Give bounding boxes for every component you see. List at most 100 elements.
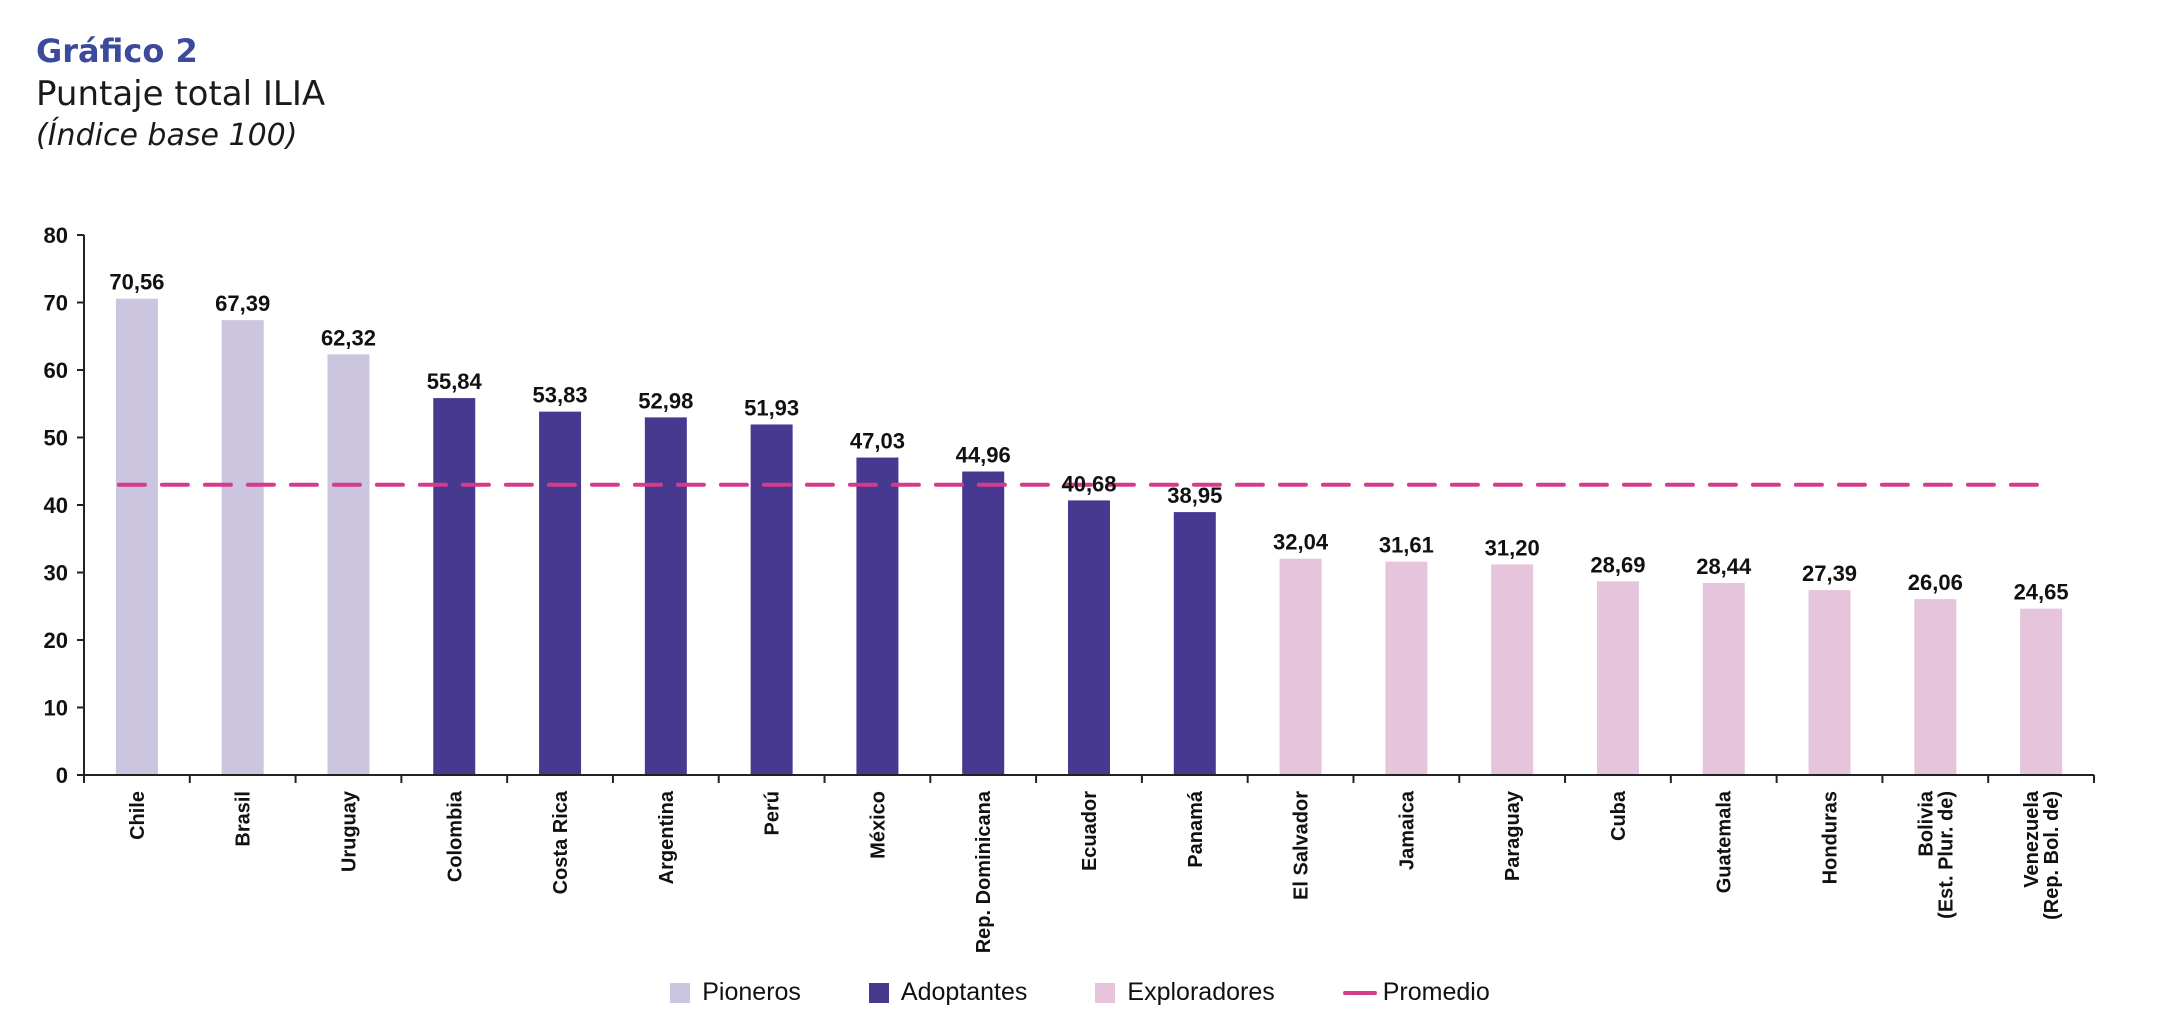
bar-chile (115, 298, 158, 775)
y-tick-label: 60 (44, 358, 68, 383)
category-label: Brasil (233, 791, 255, 847)
bar-colombia (433, 398, 476, 775)
x-tick-label: Honduras (1820, 791, 1842, 884)
value-label: 31,20 (1485, 535, 1540, 560)
y-tick-label: 40 (44, 493, 68, 518)
bar-honduras (1808, 590, 1851, 775)
bar-guatemala (1702, 583, 1745, 775)
category-label: Jamaica (1396, 790, 1418, 870)
x-tick-label: Rep. Dominicana (973, 790, 995, 953)
bar-panam- (1173, 512, 1216, 775)
value-label: 27,39 (1802, 561, 1857, 586)
x-tick-label: Venezuela(Rep. Bol. de) (2021, 790, 2063, 920)
legend: Pioneros Adoptantes Exploradores Promedio (0, 978, 2160, 1007)
value-label: 38,95 (1167, 483, 1222, 508)
category-label: Panamá (1185, 790, 1207, 868)
x-tick-label: Paraguay (1502, 790, 1524, 881)
category-label: Paraguay (1502, 790, 1524, 881)
category-label: Bolivia (1915, 790, 1937, 856)
category-label: Argentina (656, 790, 678, 884)
bar-cuba (1596, 581, 1639, 775)
legend-line-marker (1342, 990, 1377, 995)
value-label: 31,61 (1379, 533, 1434, 558)
legend-item-exploradores: Exploradores (1095, 978, 1275, 1007)
bar-per- (750, 424, 793, 775)
x-tick-label: Perú (762, 791, 784, 835)
category-label: Perú (762, 791, 784, 835)
value-label: 44,96 (956, 443, 1011, 468)
value-label: 28,69 (1590, 552, 1645, 577)
x-tick-label: Guatemala (1714, 790, 1736, 893)
y-tick-label: 50 (44, 426, 68, 451)
value-label: 62,32 (321, 325, 376, 350)
x-tick-label: Argentina (656, 790, 678, 884)
value-label: 47,03 (850, 429, 905, 454)
legend-label: Exploradores (1127, 978, 1275, 1006)
category-label: Cuba (1608, 790, 1630, 841)
chart-kicker: Gráfico 2 (36, 32, 198, 70)
bar-venezuela (2020, 608, 2063, 775)
y-tick-label: 70 (44, 291, 68, 316)
category-label: Colombia (444, 790, 466, 882)
legend-item-pioneros: Pioneros (670, 978, 801, 1007)
bar-argentina (644, 417, 687, 775)
value-label: 26,06 (1908, 570, 1963, 595)
bar-el-salvador (1279, 558, 1322, 775)
bar-rep-dominicana (962, 471, 1005, 775)
y-tick-label: 20 (44, 628, 68, 653)
legend-swatch (1095, 982, 1116, 1003)
x-tick-label: México (867, 791, 889, 859)
bar-paraguay (1491, 564, 1534, 775)
category-label: Guatemala (1714, 790, 1736, 893)
x-tick-label: El Salvador (1291, 791, 1313, 900)
bar-m-xico (856, 457, 899, 775)
category-label: (Rep. Bol. de) (2041, 791, 2063, 920)
category-label: Ecuador (1079, 791, 1101, 871)
category-label: Chile (127, 791, 149, 840)
bars (115, 298, 2063, 775)
x-tick-label: Cuba (1608, 790, 1630, 841)
legend-item-promedio: Promedio (1342, 978, 1490, 1007)
legend-label: Adoptantes (900, 978, 1028, 1006)
x-tick-label: Ecuador (1079, 791, 1101, 871)
legend-label: Pioneros (702, 978, 801, 1006)
value-label: 53,83 (533, 383, 588, 408)
x-tick-label: Uruguay (338, 790, 360, 872)
x-tick-label: Brasil (233, 791, 255, 847)
chart-subtitle: (Índice base 100) (36, 118, 298, 153)
value-labels: 70,56 67,39 62,32 55,84 53,83 52,98 51,93 47,03… (109, 270, 2068, 605)
category-label: Costa Rica (550, 790, 572, 894)
value-label: 24,65 (2014, 580, 2069, 605)
bar-ecuador (1068, 500, 1110, 775)
x-tick-label: Jamaica (1396, 790, 1418, 870)
legend-item-adoptantes: Adoptantes (868, 978, 1028, 1007)
y-tick-label: 30 (44, 561, 68, 586)
legend-swatch (670, 982, 691, 1003)
category-label: Honduras (1820, 791, 1842, 884)
legend-swatch (868, 982, 889, 1003)
bar-uruguay (327, 354, 370, 775)
value-label: 52,98 (638, 388, 693, 413)
y-tick-label: 0 (56, 763, 68, 788)
bar-chart: 0 10 20 30 40 50 60 70 80 Chile Brasil Uruguay Colo… (44, 223, 2095, 953)
value-label: 67,39 (215, 291, 270, 316)
category-label: Rep. Dominicana (973, 790, 995, 953)
chart-title: Puntaje total ILIA (36, 74, 326, 114)
chart-header: Gráfico 2 Puntaje total ILIA (Índice bas… (36, 30, 325, 156)
x-tick-label: Costa Rica (550, 790, 572, 894)
category-label: Venezuela (2021, 790, 2043, 888)
category-label: El Salvador (1291, 791, 1313, 900)
bar-bolivia (1914, 599, 1957, 775)
value-label: 51,93 (744, 395, 799, 420)
value-label: 70,56 (109, 270, 164, 295)
y-tick-label: 10 (44, 696, 68, 721)
legend-label: Promedio (1382, 978, 1490, 1006)
value-label: 55,84 (427, 369, 483, 394)
x-tick-label: Panamá (1185, 790, 1207, 868)
category-label: México (867, 791, 889, 859)
x-tick-label: Colombia (444, 790, 466, 882)
bar-brasil (221, 320, 264, 775)
value-label: 32,04 (1273, 530, 1329, 555)
x-tick-label: Chile (127, 791, 149, 840)
category-label: Uruguay (338, 790, 360, 872)
